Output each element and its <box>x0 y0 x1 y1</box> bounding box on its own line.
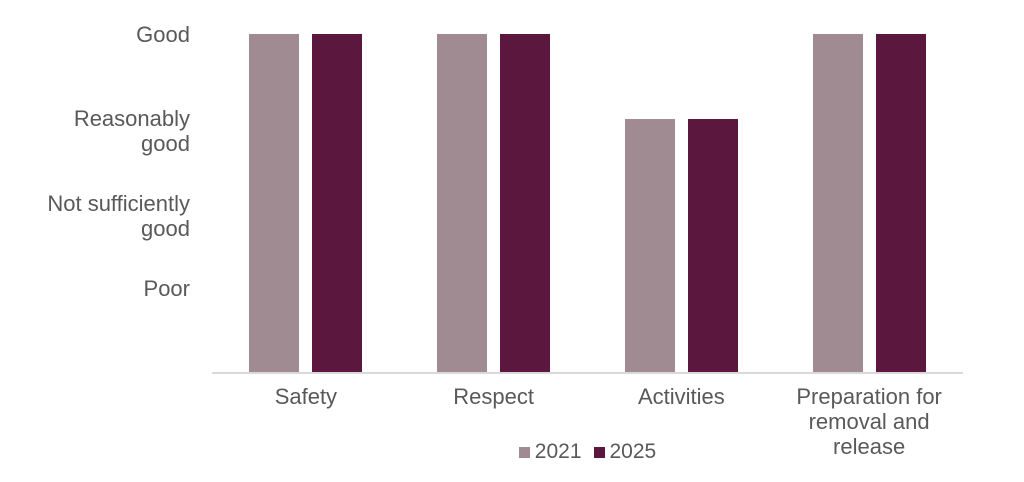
bar-2025-activities <box>687 118 738 372</box>
legend-item-2025: 2025 <box>593 440 657 464</box>
bar-2021-preparation <box>812 34 863 372</box>
legend-item-2021: 2021 <box>518 440 582 464</box>
legend-swatch-icon <box>593 446 605 458</box>
bar-2021-safety <box>249 34 300 372</box>
x-axis-category-label: Preparation for removal and release <box>796 384 942 459</box>
bar-2021-respect <box>437 34 488 372</box>
y-axis-tick-label: Not sufficiently good <box>47 191 190 241</box>
x-axis-category-label: Activities <box>637 384 725 409</box>
x-axis-line <box>212 372 963 374</box>
bar-2025-preparation <box>875 34 926 372</box>
legend-swatch-icon <box>518 446 530 458</box>
chart-legend: 2021 2025 <box>212 440 963 464</box>
y-axis-tick-label: Good <box>136 21 190 47</box>
bar-2025-safety <box>312 34 363 372</box>
x-axis-category-label: Respect <box>453 384 534 409</box>
y-axis-tick-label: Poor <box>143 275 190 301</box>
x-axis-category-label: Safety <box>274 384 338 409</box>
bar-2025-respect <box>500 34 551 372</box>
legend-label: 2025 <box>609 440 657 463</box>
y-axis-tick-label: Reasonably good <box>73 106 190 157</box>
bar-2021-activities <box>624 118 675 372</box>
legend-label: 2021 <box>534 440 582 463</box>
